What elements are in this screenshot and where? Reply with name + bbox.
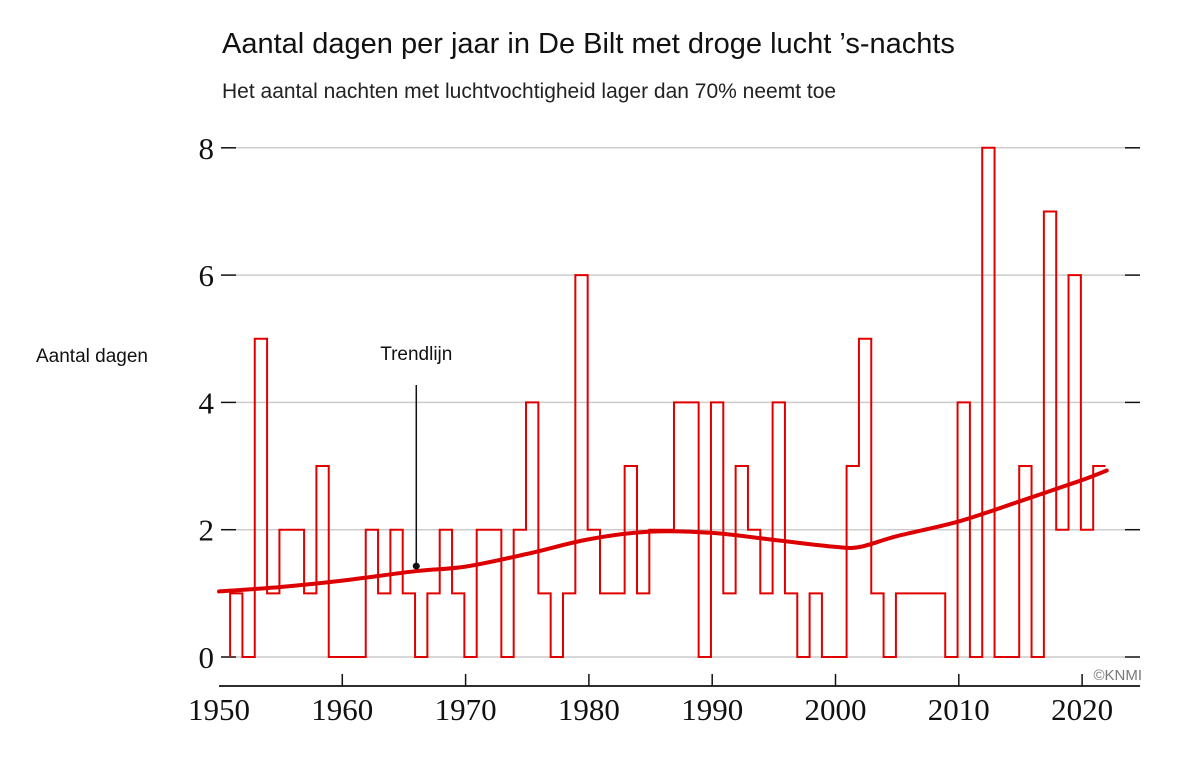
y-tick-label: 6 [199, 258, 215, 293]
x-tick-label: 1970 [435, 692, 497, 727]
x-tick-label: 1960 [311, 692, 373, 727]
x-tick-label: 1990 [681, 692, 743, 727]
x-tick-label: 2020 [1051, 692, 1113, 727]
annotation-trendlijn: Trendlijn [380, 344, 452, 365]
chart-title: Aantal dagen per jaar in De Bilt met dro… [222, 28, 955, 60]
annotation-dot [412, 562, 420, 570]
y-axis-label: Aantal dagen [36, 346, 148, 367]
y-tick-label: 2 [199, 513, 215, 548]
y-tick-label: 0 [199, 640, 215, 675]
credit: ©KNMI [1093, 667, 1142, 684]
x-tick-label: 2000 [805, 692, 867, 727]
x-tick-label: 1950 [188, 692, 250, 727]
y-tick-label: 4 [199, 385, 215, 420]
chart-subtitle: Het aantal nachten met luchtvochtigheid … [222, 80, 837, 103]
x-tick-label: 1980 [558, 692, 620, 727]
trend-line [217, 468, 1109, 594]
x-tick-label: 2010 [928, 692, 990, 727]
y-tick-label: 8 [199, 131, 215, 166]
